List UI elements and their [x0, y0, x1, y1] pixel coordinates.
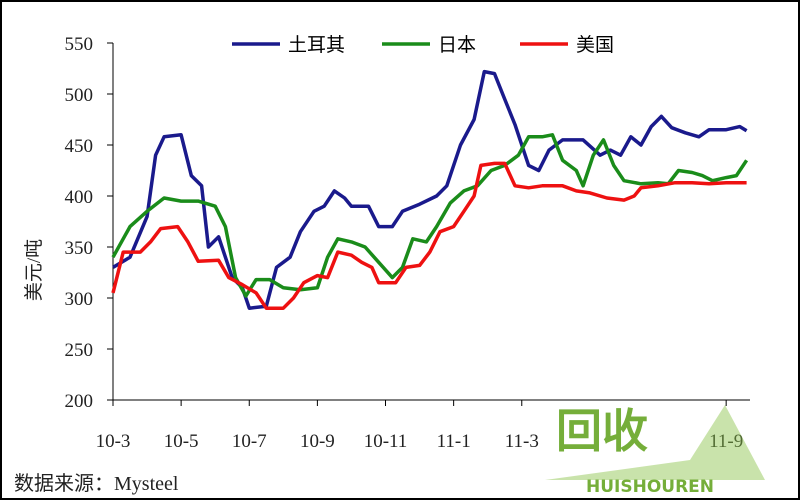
watermark-box [540, 405, 665, 457]
x-tick-label: 11-3 [505, 431, 539, 452]
x-tick-label: 10-11 [364, 431, 408, 452]
legend-label: 土耳其 [288, 34, 345, 56]
series-line [112, 69, 748, 310]
watermark-subtext: HUISHOUREN [586, 477, 714, 497]
legend-label: 美国 [576, 34, 614, 56]
legend-label: 日本 [438, 34, 476, 56]
x-tick-label: 10-3 [96, 431, 131, 452]
x-tick-label: 10-9 [300, 431, 335, 452]
watermark-shape [545, 405, 765, 480]
series-line [111, 161, 747, 310]
y-axis-label: 美元/吨 [23, 239, 45, 301]
source-note: 数据来源：Mysteel [14, 472, 179, 495]
y-tick-label: 550 [65, 34, 94, 55]
watermark: 回收 HUISHOUREN [540, 404, 765, 497]
y-tick-label: 200 [65, 391, 94, 412]
x-tick-label: 11-1 [437, 431, 471, 452]
watermark-text: 回收 [556, 404, 648, 458]
y-tick-label: 250 [65, 340, 94, 361]
x-tick-label: 10-5 [164, 431, 199, 452]
x-tick-label: 10-7 [232, 431, 267, 452]
y-tick-label: 350 [65, 238, 94, 259]
y-tick-label: 300 [65, 289, 94, 310]
y-tick-label: 400 [65, 187, 94, 208]
plot-area: 200 250 300 350 400 450 500 550 10-3 10-5 10-7 10-9… [65, 34, 750, 452]
y-tick-label: 450 [65, 136, 94, 157]
y-tick-label: 500 [65, 85, 94, 106]
x-tick-label: 11-9 [709, 431, 743, 452]
